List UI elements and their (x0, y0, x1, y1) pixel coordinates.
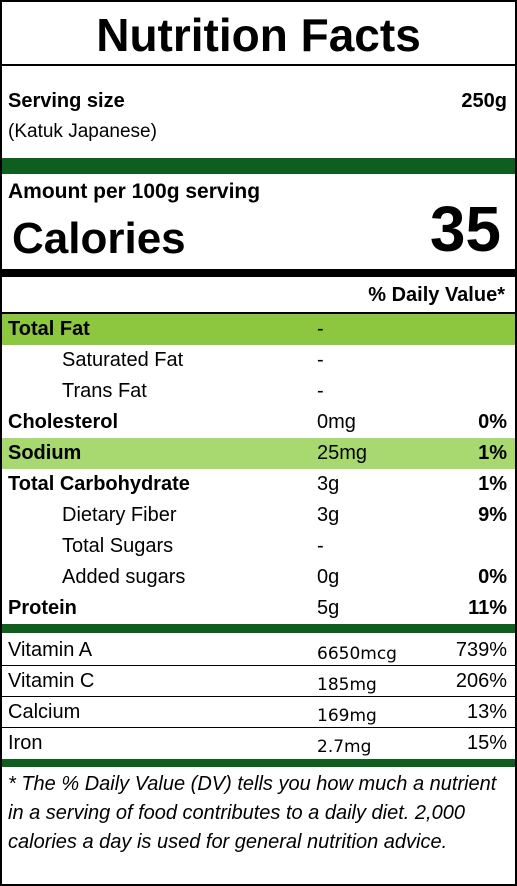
nutrient-amount: 0mg (317, 411, 356, 433)
vitamin-name: Iron (8, 732, 43, 754)
nutrient-dv: 1% (478, 442, 507, 464)
nutrient-name: Cholesterol (8, 411, 119, 433)
nutrient-row-cholesterol: Cholesterol 0mg 0% (2, 407, 515, 438)
nutrient-amount: - (317, 318, 324, 340)
nutrient-dv: 9% (478, 504, 507, 526)
vitamin-dv: 739% (455, 639, 507, 661)
nutrient-row-trans-fat: Trans Fat - (2, 376, 515, 407)
thick-divider (2, 269, 515, 277)
row-divider (2, 665, 515, 666)
nutrient-amount: 5g (317, 597, 340, 619)
nutrient-amount: - (317, 535, 324, 557)
mineral-row-calcium: Calcium 169mg 13% (2, 697, 515, 728)
nutrient-row-sodium: Sodium 25mg 1% (2, 438, 515, 469)
vitamin-name: Calcium (8, 701, 81, 723)
vitamin-row-c: Vitamin C 185mg 206% (2, 666, 515, 697)
nutrient-dv: 0% (478, 411, 507, 433)
divider-line (2, 312, 515, 314)
nutrient-name: Total Carbohydrate (8, 473, 190, 495)
serving-size-value: 250g (461, 90, 507, 112)
serving-size-label: Serving size (8, 90, 125, 112)
nutrient-amount: 0g (317, 566, 340, 588)
row-divider (2, 727, 515, 728)
nutrient-row-dietary-fiber: Dietary Fiber 3g 9% (2, 500, 515, 531)
vitamin-name: Vitamin A (8, 639, 93, 661)
nutrient-amount: 3g (317, 473, 340, 495)
daily-value-header: % Daily Value* (368, 284, 505, 306)
vitamin-dv: 15% (466, 732, 507, 754)
divider-bar (2, 759, 515, 767)
vitamin-dv: 206% (455, 670, 507, 692)
calories-value: 35 (429, 193, 501, 265)
daily-value-footnote: * The % Daily Value (DV) tells you how m… (8, 773, 497, 853)
nutrient-dv: 1% (478, 473, 507, 495)
nutrient-row-total-fat: Total Fat - (2, 314, 515, 345)
divider-bar (2, 624, 515, 633)
vitamin-name: Vitamin C (8, 670, 95, 692)
nutrient-amount: - (317, 380, 324, 402)
nutrient-name: Trans Fat (62, 380, 147, 402)
nutrient-name: Sodium (8, 442, 82, 464)
nutrient-row-added-sugars: Added sugars 0g 0% (2, 562, 515, 593)
vitamin-row-a: Vitamin A 6650mcg 739% (2, 635, 515, 666)
food-name: (Katuk Japanese) (8, 121, 157, 142)
nutrient-amount: 25mg (317, 442, 368, 464)
nutrient-row-total-carbohydrate: Total Carbohydrate 3g 1% (2, 469, 515, 500)
nutrient-name: Protein (8, 597, 77, 619)
vitamin-amount: 6650mcg (317, 644, 397, 664)
nutrient-name: Dietary Fiber (62, 504, 177, 526)
nutrient-name: Saturated Fat (62, 349, 184, 371)
mineral-row-iron: Iron 2.7mg 15% (2, 728, 515, 759)
nutrient-amount: - (317, 349, 324, 371)
vitamin-amount: 185mg (317, 675, 377, 695)
nutrient-amount: 3g (317, 504, 340, 526)
label-title: Nutrition Facts (2, 2, 515, 66)
divider-bar (2, 158, 515, 174)
nutrient-row-protein: Protein 5g 11% (2, 593, 515, 624)
nutrient-row-saturated-fat: Saturated Fat - (2, 345, 515, 376)
amount-per-label: Amount per 100g serving (8, 180, 261, 203)
row-divider (2, 696, 515, 697)
nutrient-name: Total Fat (8, 318, 90, 340)
calories-label: Calories (12, 214, 186, 263)
vitamin-dv: 13% (466, 701, 507, 723)
vitamin-amount: 2.7mg (317, 737, 372, 757)
nutrient-dv: 11% (468, 597, 507, 619)
nutrient-name: Total Sugars (62, 535, 174, 557)
vitamin-amount: 169mg (317, 706, 377, 726)
nutrient-dv: 0% (478, 566, 507, 588)
nutrient-name: Added sugars (62, 566, 186, 588)
nutrient-row-total-sugars: Total Sugars - (2, 531, 515, 562)
